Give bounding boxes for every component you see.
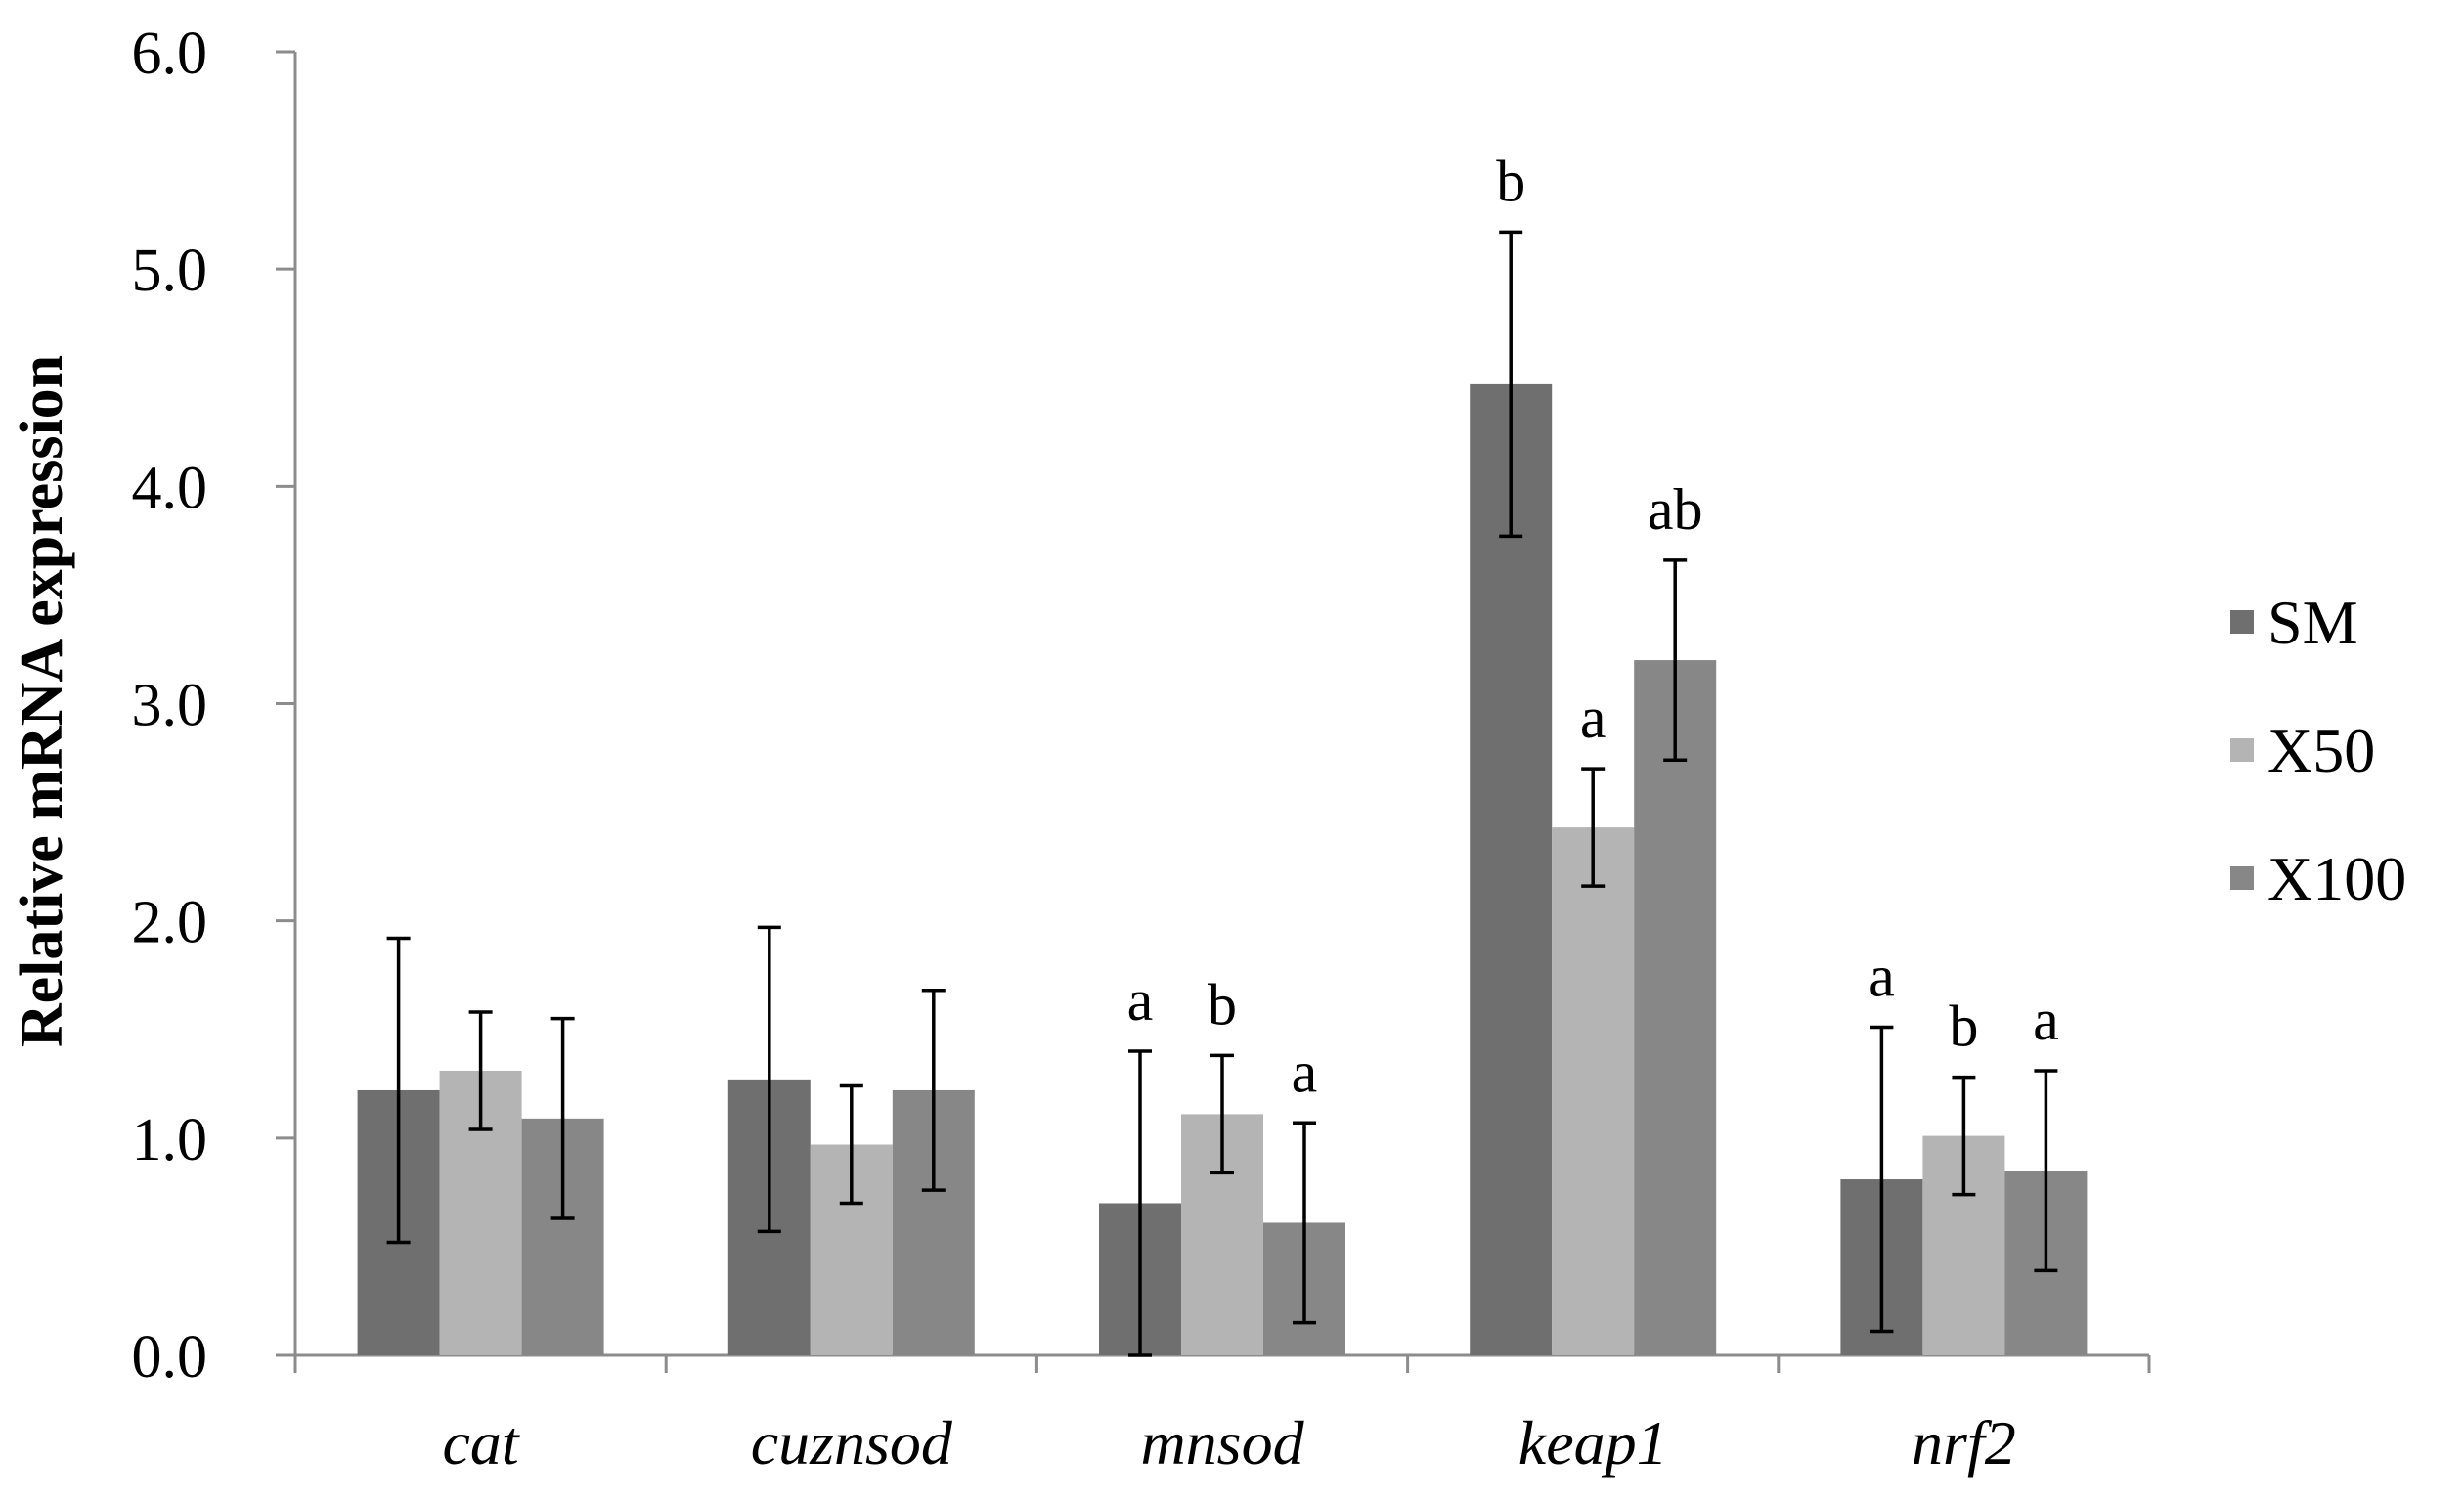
significance-label: b xyxy=(1208,972,1237,1037)
significance-label: a xyxy=(1580,685,1606,750)
x-tick-label-keap1: keap1 xyxy=(1518,1408,1668,1478)
bars-group xyxy=(357,383,2088,1355)
y-tick-label: 6.0 xyxy=(132,21,208,87)
bar-x100-keap1 xyxy=(1634,660,1717,1355)
legend-label-x50: X50 xyxy=(2267,716,2375,785)
x-tick-labels-group: cat cuznsod mnsod keap1 nrf2 xyxy=(443,1408,2016,1478)
significance-label: b xyxy=(1496,149,1525,213)
error-bars-group xyxy=(386,230,2058,1357)
legend-swatch-sm xyxy=(2230,610,2254,634)
y-tick-label: 4.0 xyxy=(132,455,208,521)
y-tick-label: 1.0 xyxy=(132,1107,208,1173)
y-tick-label: 0.0 xyxy=(132,1324,208,1391)
significance-label: b xyxy=(1949,994,1978,1059)
bar-sm-keap1 xyxy=(1470,383,1553,1355)
x-tick-label-cuznsod: cuznsod xyxy=(751,1408,953,1478)
y-tick-label: 2.0 xyxy=(132,890,208,956)
legend: SM X50 X100 xyxy=(2230,588,2406,913)
legend-swatch-x100 xyxy=(2230,866,2254,890)
significance-label: a xyxy=(1869,945,1895,1009)
significance-label: a xyxy=(2033,988,2059,1052)
legend-swatch-x50 xyxy=(2230,738,2254,762)
y-tick-label: 5.0 xyxy=(132,238,208,304)
legend-label-x100: X100 xyxy=(2267,844,2406,913)
significance-label: a xyxy=(1127,968,1154,1033)
significance-label: a xyxy=(1292,1039,1318,1104)
y-axis-title: Relative mRNA expression xyxy=(9,355,75,1047)
x-tick-label-nrf2: nrf2 xyxy=(1912,1408,2016,1478)
bar-x50-keap1 xyxy=(1552,827,1635,1355)
axes-group xyxy=(276,50,2151,1373)
x-tick-label-cat: cat xyxy=(443,1408,521,1478)
y-tick-label: 3.0 xyxy=(132,673,208,739)
y-tick-labels-group: 0.0 1.0 2.0 3.0 4.0 5.0 6.0 xyxy=(132,21,208,1391)
x-tick-label-mnsod: mnsod xyxy=(1140,1408,1304,1478)
legend-label-sm: SM xyxy=(2267,588,2358,657)
significance-label: ab xyxy=(1648,477,1703,542)
